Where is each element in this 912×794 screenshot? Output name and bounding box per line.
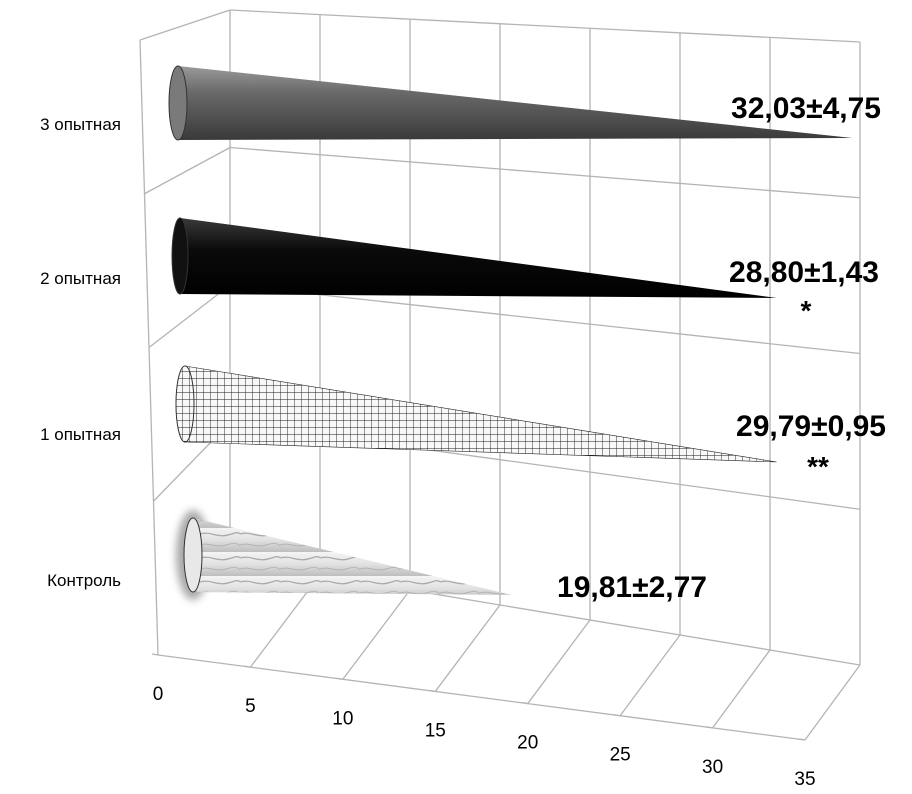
x-tick-label: 10 [332, 708, 353, 729]
cone-3-опытная [169, 66, 853, 140]
front-floor-edge [157, 654, 806, 741]
significance-marker: ** [807, 451, 829, 482]
category-separator [229, 146, 861, 199]
x-tick-label: 0 [153, 684, 164, 705]
data-label: 29,79±0,95 [736, 410, 886, 443]
floor-depth-line [712, 649, 771, 729]
x-tick-mark [336, 677, 343, 680]
category-label: 1 опытная [40, 425, 121, 444]
x-tick-mark [706, 726, 713, 729]
category-separator [229, 284, 861, 355]
cone-1-опытная [175, 365, 777, 463]
floor-depth-line [527, 619, 591, 704]
floor-depth-line [619, 634, 681, 717]
x-tick-label: 30 [702, 757, 723, 778]
x-tick-mark [244, 665, 251, 668]
x-tick-mark [151, 653, 159, 656]
cone-2-опытная-base [171, 217, 189, 295]
x-tick-mark [521, 701, 528, 705]
category-label: 3 опытная [40, 115, 121, 134]
x-tick-mark [614, 714, 621, 717]
x-tick-mark [798, 738, 806, 741]
side-wall-separator [144, 146, 231, 195]
cone-3-опытная-base [168, 65, 188, 141]
cones [168, 65, 853, 600]
x-tick-label: 15 [425, 720, 446, 741]
data-label: 19,81±2,77 [557, 571, 707, 604]
floor-depth-line [342, 589, 411, 680]
category-label: 2 опытная [40, 269, 121, 288]
significance-marker: * [801, 295, 812, 326]
x-tick-label: 35 [794, 769, 815, 789]
x-tick-label: 25 [610, 745, 631, 766]
side-wall-separator [148, 284, 231, 349]
cone-control-base [183, 517, 203, 593]
cone-1-опытная-base [175, 365, 195, 443]
floor-depth-line [434, 604, 501, 692]
cone-control [184, 518, 512, 595]
side-top-edge [139, 9, 231, 41]
x-tick-mark [429, 689, 436, 693]
x-tick-label: 5 [245, 696, 256, 717]
data-label: 28,80±1,43 [729, 256, 879, 289]
floor-depth-line [804, 664, 861, 741]
cone-2-опытная [172, 218, 777, 298]
back-top-edge [229, 9, 861, 43]
data-label: 32,03±4,75 [731, 92, 881, 125]
category-label: Контроль [47, 571, 121, 590]
labels: 0 5 10 15 20 25 30 35 Контроль 19,81±2,77 1 опытна… [40, 92, 886, 790]
x-tick-label: 20 [517, 733, 538, 754]
